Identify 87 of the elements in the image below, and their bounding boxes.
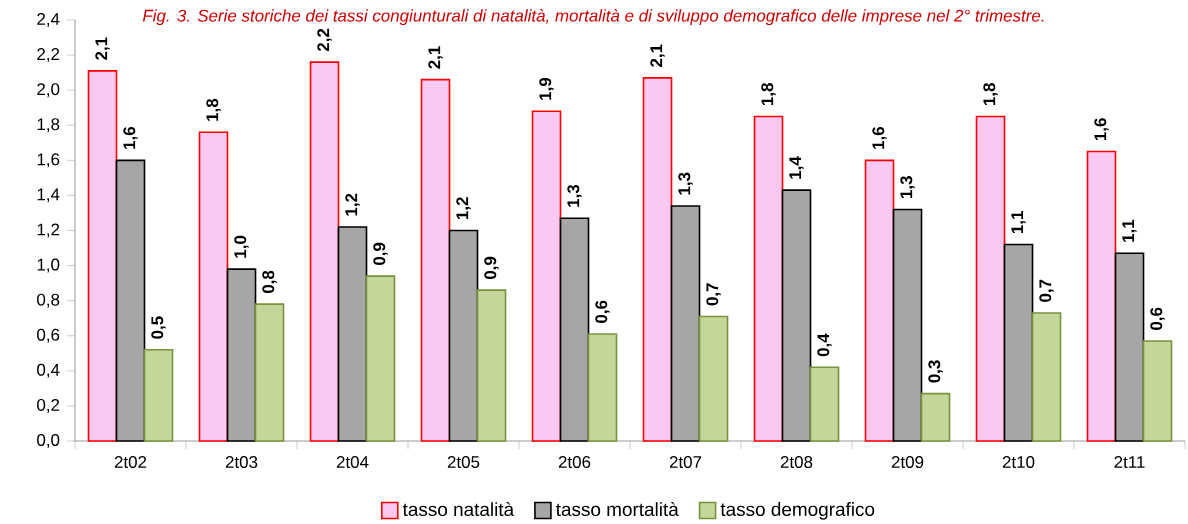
x-tick-label: 2t08 — [780, 456, 813, 469]
data-label: 0,4 — [817, 333, 832, 357]
data-label: 0,7 — [1039, 279, 1054, 302]
data-label: 1,0 — [234, 235, 249, 258]
legend-label: tasso mortalità — [555, 502, 679, 517]
y-tick-label: 1,2 — [37, 223, 60, 238]
data-label: 1,3 — [900, 176, 915, 198]
bar — [476, 289, 507, 442]
x-tick-label: 2t05 — [447, 456, 480, 469]
y-tick-label: 1,0 — [37, 258, 60, 273]
y-tick-label: 1,6 — [37, 153, 60, 168]
data-label: 1,4 — [789, 156, 804, 179]
bar — [115, 159, 146, 442]
bar — [309, 61, 340, 442]
data-label: 1,3 — [567, 184, 582, 207]
data-label: 1,8 — [983, 83, 998, 106]
data-label: 1,8 — [761, 83, 776, 106]
bar — [226, 268, 257, 442]
x-tick-label: 2t09 — [891, 456, 924, 469]
bar — [642, 77, 673, 442]
y-tick-label: 0,2 — [37, 398, 60, 413]
x-tick-label: 2t11 — [1114, 456, 1145, 468]
data-label: 0,9 — [373, 242, 388, 266]
x-tick-label: 2t10 — [1002, 456, 1035, 469]
data-label: 1,3 — [678, 172, 693, 195]
y-tick-label: 2,2 — [37, 48, 60, 63]
bar — [975, 115, 1006, 442]
data-label: 0,6 — [595, 300, 610, 323]
data-label: 1,6 — [1094, 118, 1109, 141]
x-tick-label: 2t03 — [225, 456, 258, 469]
bar — [559, 217, 590, 442]
bar — [809, 366, 840, 442]
bar — [587, 333, 618, 442]
data-label: 0,6 — [1150, 307, 1165, 330]
y-tick-label: 0,8 — [37, 293, 60, 308]
y-tick-label: 1,4 — [37, 188, 60, 203]
y-tick-label: 0,4 — [37, 363, 60, 378]
bar — [365, 275, 396, 442]
legend-label: tasso demografico — [720, 502, 875, 520]
bar — [1114, 252, 1145, 442]
bar — [337, 226, 368, 442]
data-label: 0,3 — [928, 360, 943, 383]
bar — [87, 70, 118, 442]
bar — [698, 315, 729, 442]
bar — [1086, 150, 1117, 442]
chart-title: Fig. 3. Serie storiche dei tassi congiunturali di natalità, mortalità e di sviluppo demografico delle imprese nel 2° trimestre. — [142, 9, 1044, 25]
y-tick-label: 2,4 — [37, 13, 60, 27]
y-tick-label: 1,8 — [37, 118, 60, 133]
bar — [920, 392, 951, 442]
data-label: 2,1 — [650, 44, 665, 67]
data-label: 1,6 — [123, 126, 138, 149]
bar — [448, 229, 479, 442]
data-label: 0,5 — [151, 316, 166, 339]
data-label: 1,2 — [456, 197, 471, 220]
bar — [254, 303, 285, 442]
y-tick-label: 2,0 — [37, 83, 60, 98]
data-label: 1,8 — [206, 98, 221, 121]
data-label: 1,6 — [872, 126, 887, 149]
data-label: 1,9 — [539, 77, 554, 100]
y-tick-label: 0,0 — [37, 434, 60, 448]
y-tick-label: 0,6 — [37, 328, 60, 343]
data-label: 1,1 — [1011, 211, 1026, 234]
data-label: 1,2 — [345, 193, 360, 216]
bar — [1003, 243, 1034, 442]
data-label: 2,2 — [317, 28, 332, 52]
data-label: 0,7 — [706, 283, 721, 306]
bar — [1031, 312, 1062, 442]
x-tick-label: 2t04 — [336, 456, 369, 469]
data-label: 2,1 — [95, 37, 110, 60]
bar — [198, 131, 229, 442]
data-label: 0,8 — [262, 270, 277, 294]
bar — [892, 208, 923, 442]
bar — [420, 78, 451, 442]
bar — [864, 159, 895, 442]
bar — [781, 189, 812, 442]
data-label: 0,9 — [484, 256, 499, 280]
x-tick-label: 2t02 — [114, 456, 147, 469]
data-label: 1,1 — [1122, 219, 1137, 242]
data-label: 2,1 — [428, 46, 443, 69]
bar — [1142, 340, 1173, 442]
x-tick-label: 2t07 — [669, 456, 702, 469]
bar — [670, 205, 701, 442]
bar — [531, 110, 562, 442]
bar — [143, 348, 174, 442]
legend-label: tasso natalità — [402, 502, 515, 517]
x-tick-label: 2t06 — [558, 456, 591, 469]
bar — [753, 115, 784, 442]
